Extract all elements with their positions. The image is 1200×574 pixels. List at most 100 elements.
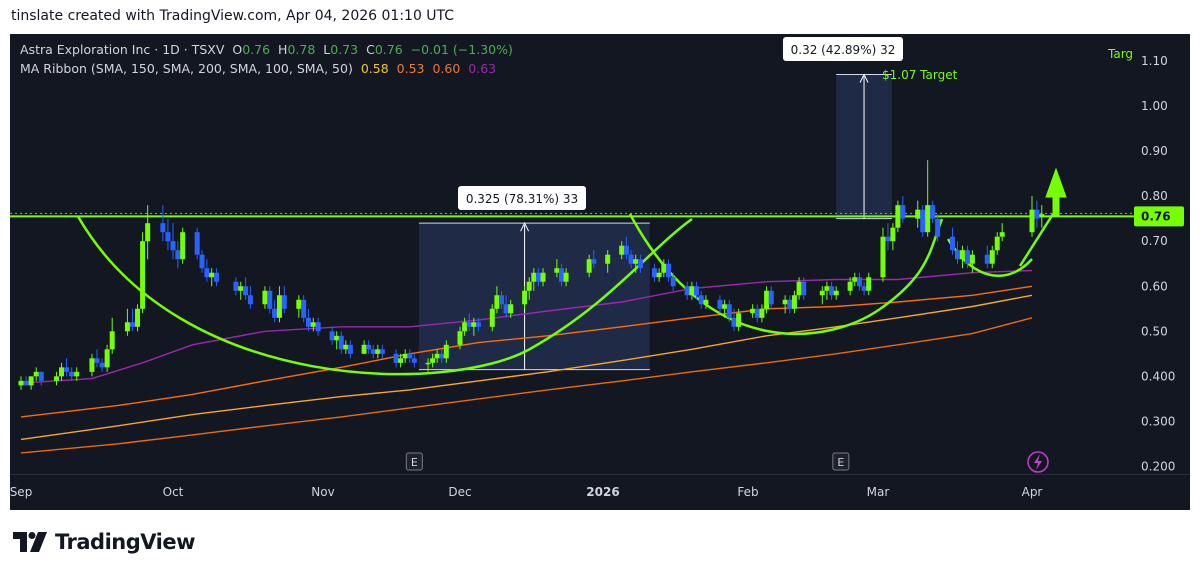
candle-body [950, 236, 956, 251]
y-tick-label: 0.70 [1141, 234, 1168, 248]
lightning-bolt-icon [1034, 454, 1042, 470]
y-tick-label: 0.90 [1141, 144, 1168, 158]
x-tick-label: 2026 [586, 485, 619, 499]
candle-body [310, 322, 316, 327]
candle-body [402, 353, 408, 359]
low-value: 0.73 [330, 42, 359, 57]
last-price-label: 0.76 [1141, 209, 1171, 223]
candle-body [475, 322, 481, 327]
x-tick-label: Feb [737, 485, 758, 499]
tradingview-logo[interactable]: TradingView [13, 530, 195, 554]
candle-body [338, 335, 344, 350]
symbol-title[interactable]: Astra Exploration Inc · 1D · TSXV [20, 42, 225, 57]
candle-body [199, 254, 205, 269]
candle-body [180, 232, 186, 260]
y-tick-label: 0.50 [1141, 324, 1168, 338]
candle-body [329, 331, 335, 341]
candle-body [204, 268, 210, 278]
ma-ribbon-line[interactable]: MA Ribbon (SMA, 150, SMA, 200, SMA, 100,… [20, 59, 513, 78]
measure-2-label-box [783, 37, 903, 61]
symbol-ohlc-line[interactable]: Astra Exploration Inc · 1D · TSXV O0.76 … [20, 40, 513, 59]
chart-legend: Astra Exploration Inc · 1D · TSXV O0.76 … [20, 40, 513, 78]
chart-panel[interactable]: 1.10 1.00 0.90 0.80 0.70 0.60 0.50 0.400 0.300 0.… [10, 34, 1190, 510]
candle-body [430, 358, 436, 363]
candle-body [656, 272, 662, 278]
candle-body [651, 268, 657, 278]
ma-ribbon-label[interactable]: MA Ribbon (SMA, 150, SMA, 200, SMA, 100,… [20, 61, 353, 76]
candle-body [866, 277, 872, 291]
footer: TradingView [0, 510, 1200, 574]
candle-body [969, 254, 975, 264]
candle-body [124, 322, 130, 332]
candle-body [28, 376, 34, 386]
measure-1-label: 0.325 (78.31%) 33 [466, 192, 578, 206]
candle-body [605, 254, 611, 264]
candle-body [801, 281, 807, 296]
candle-body [247, 295, 253, 305]
lightning-event-icon [1027, 451, 1049, 473]
candle-body [670, 277, 676, 287]
candle-body [140, 241, 146, 309]
high-label: H [278, 42, 288, 57]
y-tick-label: 1.00 [1141, 99, 1168, 113]
candle-body [540, 272, 546, 282]
candle-body [347, 344, 353, 354]
low-label: L [323, 42, 331, 57]
candle-body [665, 263, 671, 278]
candle-body [824, 286, 830, 291]
tradingview-brand-text: TradingView [55, 530, 195, 554]
y-tick-label: 0.400 [1141, 369, 1175, 383]
candle-body [847, 281, 853, 291]
candle-body [89, 358, 95, 372]
candle-body [18, 380, 24, 386]
candle-body [99, 362, 105, 368]
candle-body [782, 299, 788, 305]
candle-body [499, 295, 505, 305]
candle-body [267, 290, 273, 309]
measure-arrow-1-head [520, 222, 530, 232]
candle-body [890, 227, 896, 242]
y-tick-label: 0.300 [1141, 414, 1175, 428]
candle-body [619, 245, 625, 255]
candle-body [628, 254, 634, 264]
y-tick-label: 0.60 [1141, 279, 1168, 293]
candle-body [411, 358, 417, 363]
earnings-event-label: E [411, 456, 418, 469]
x-tick-label: Sep [10, 485, 32, 499]
candle-body [503, 304, 509, 314]
candle-body [994, 236, 1000, 251]
candle-body [508, 304, 514, 314]
candle-body [170, 241, 176, 251]
candle-body [393, 353, 399, 363]
candle-body [23, 380, 29, 386]
tradingview-logo-icon [13, 532, 47, 552]
candle-body [885, 236, 891, 242]
open-label: O [232, 42, 243, 57]
candle-body [301, 299, 307, 318]
candle-body [109, 331, 115, 350]
x-tick-label: Oct [163, 485, 184, 499]
candle-body [819, 290, 825, 296]
price-chart[interactable]: 1.10 1.00 0.90 0.80 0.70 0.60 0.50 0.400 0.300 0.… [10, 34, 1190, 510]
ma-value-100: 0.60 [432, 61, 461, 76]
candle-body [457, 331, 463, 345]
candle-body [38, 371, 44, 381]
candle-body [915, 209, 921, 219]
x-tick-label: Mar [867, 485, 890, 499]
candle-body [296, 299, 302, 309]
candle-body [243, 286, 249, 296]
candle-body [462, 322, 468, 332]
candle-body [684, 286, 690, 296]
candle-body [750, 308, 756, 314]
handle-extension [1018, 213, 1055, 267]
candle-body [129, 322, 135, 327]
candle-body [209, 272, 215, 278]
ma-line-sma-150 [20, 294, 1033, 441]
target-label-cut: Targ [1107, 47, 1133, 61]
candle-body [984, 254, 990, 264]
candle-body [964, 250, 970, 264]
candle-body [94, 358, 100, 363]
candle-body [768, 290, 774, 305]
ma-value-50: 0.63 [468, 61, 497, 76]
candle-body [689, 286, 695, 296]
